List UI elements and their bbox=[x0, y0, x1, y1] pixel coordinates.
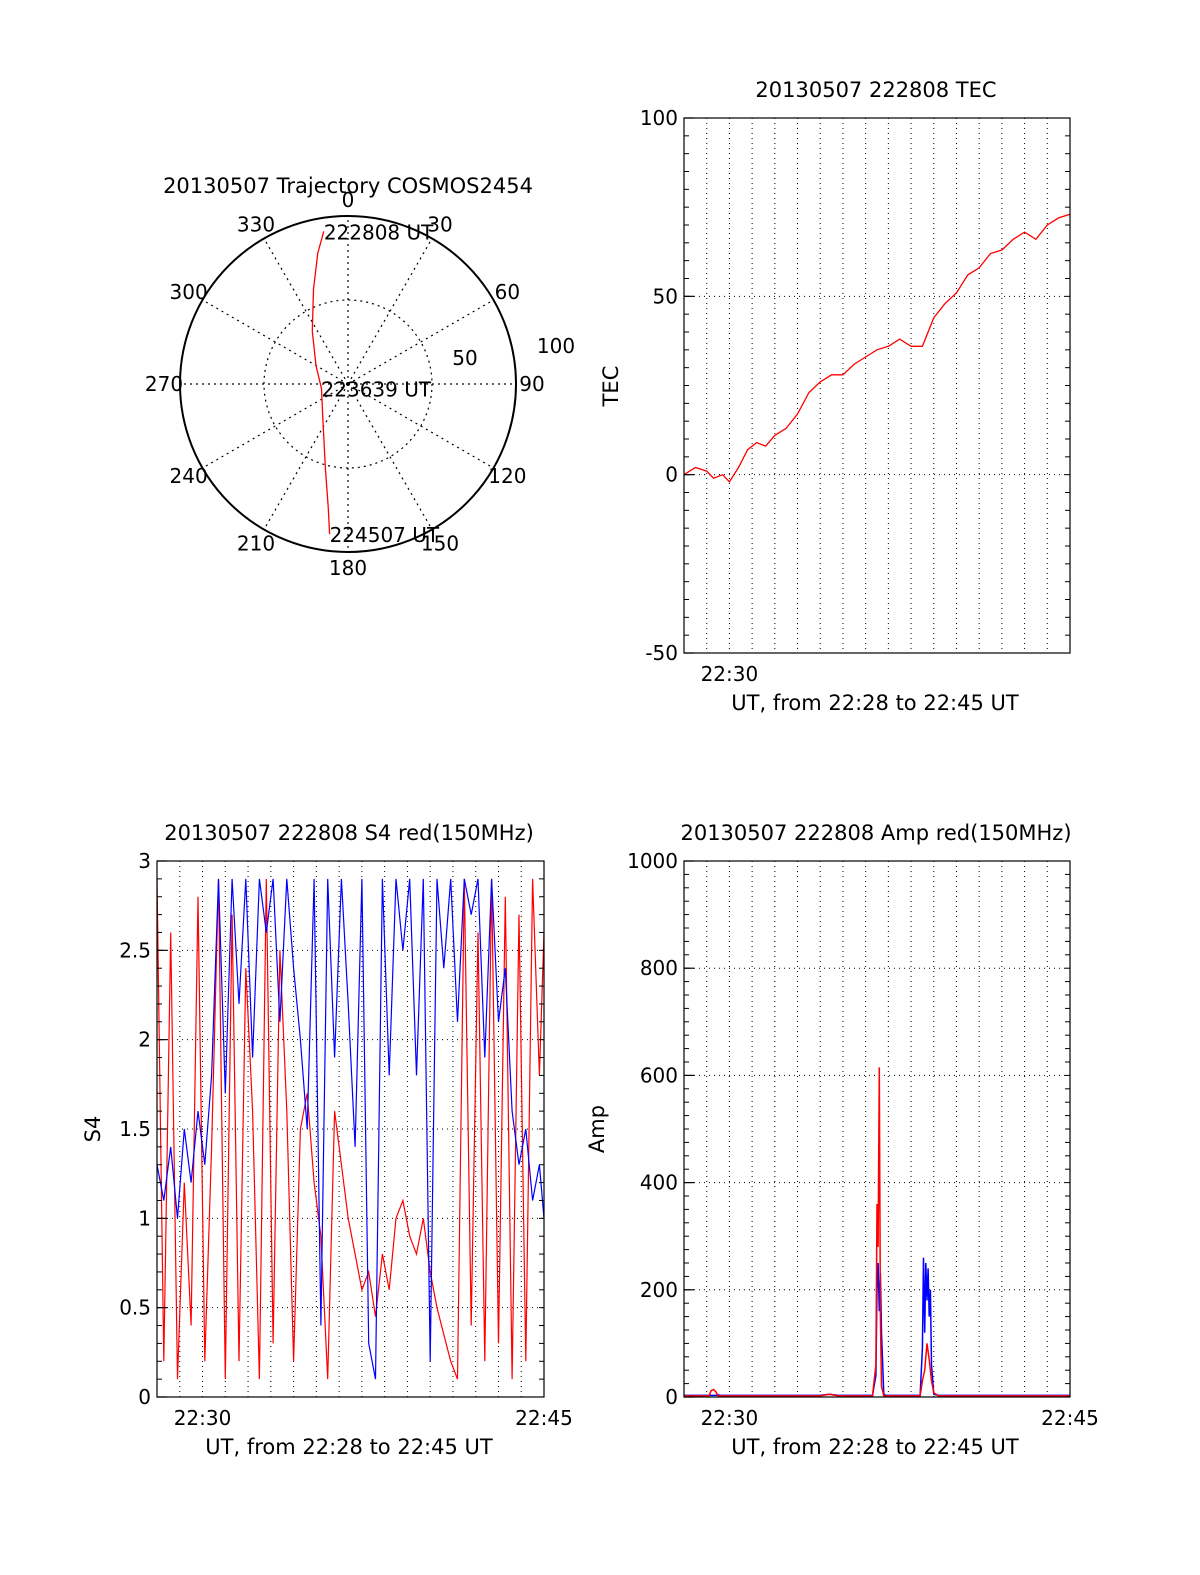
amp-xlabel: UT, from 22:28 to 22:45 UT bbox=[731, 1435, 1019, 1459]
y-tick-label: 2 bbox=[138, 1028, 151, 1052]
amp-axes: 0 200 400 600 800 1000 22:30 22:45 bbox=[627, 849, 1099, 1430]
polar-radial-tick: 100 bbox=[537, 334, 575, 358]
polar-labels: 0 30 60 90 120 150 180 210 240 270 300 330 50 100 2228… bbox=[145, 188, 575, 580]
tec-title: 20130507 222808 TEC bbox=[755, 78, 996, 102]
polar-azimuth-tick: 300 bbox=[170, 280, 208, 304]
polar-title: 20130507 Trajectory COSMOS2454 bbox=[163, 174, 533, 198]
polar-time-annotation: 223639 UT bbox=[322, 378, 432, 402]
s4-title: 20130507 222808 S4 red(150MHz) bbox=[164, 821, 534, 845]
polar-radial-tick: 50 bbox=[452, 346, 477, 370]
polar-outer-circle bbox=[179, 215, 517, 553]
y-tick-label: 0 bbox=[665, 1385, 678, 1409]
polar-azimuth-tick: 240 bbox=[170, 464, 208, 488]
polar-time-annotation: 222808 UT bbox=[324, 220, 434, 244]
polar-azimuth-tick: 180 bbox=[329, 556, 367, 580]
polar-time-annotation: 224507 UT bbox=[330, 523, 440, 547]
series-line-1 bbox=[157, 878, 544, 1380]
s4-series bbox=[157, 878, 544, 1380]
polar-spoke bbox=[263, 383, 349, 530]
tec-xlabel: UT, from 22:28 to 22:45 UT bbox=[731, 691, 1019, 715]
y-tick-label: 0 bbox=[138, 1385, 151, 1409]
y-tick-label: 3 bbox=[138, 849, 151, 873]
tec-series bbox=[684, 213, 1070, 483]
s4-ylabel: S4 bbox=[81, 1116, 105, 1143]
polar-series bbox=[311, 231, 331, 535]
polar-spoke bbox=[347, 383, 433, 530]
y-tick-label: 50 bbox=[653, 284, 678, 308]
x-tick-label: 22:45 bbox=[1041, 1406, 1099, 1430]
tec-panel: 20130507 222808 TEC -50 0 50 100 22:30 UT, f… bbox=[599, 78, 1071, 715]
y-tick-label: 0.5 bbox=[119, 1296, 151, 1320]
y-tick-label: 400 bbox=[640, 1171, 678, 1195]
y-tick-label: -50 bbox=[645, 641, 678, 665]
series-line-0 bbox=[684, 213, 1070, 483]
y-tick-label: 200 bbox=[640, 1278, 678, 1302]
polar-azimuth-tick: 30 bbox=[427, 213, 452, 237]
y-tick-label: 800 bbox=[640, 956, 678, 980]
polar-spoke bbox=[202, 299, 349, 385]
polar-trajectory-line bbox=[311, 231, 331, 535]
plot-frame bbox=[683, 117, 1071, 654]
y-tick-label: 1.5 bbox=[119, 1117, 151, 1141]
polar-spoke bbox=[202, 383, 349, 469]
amp-panel: 20130507 222808 Amp red(150MHz) 0 200 400 6… bbox=[585, 821, 1099, 1459]
y-tick-label: 100 bbox=[640, 106, 678, 130]
x-tick-label: 22:45 bbox=[515, 1406, 573, 1430]
amp-ylabel: Amp bbox=[585, 1105, 609, 1153]
polar-spoke bbox=[263, 238, 349, 385]
polar-azimuth-tick: 270 bbox=[145, 372, 183, 396]
y-tick-label: 1 bbox=[138, 1206, 151, 1230]
series-line-0 bbox=[157, 878, 544, 1380]
y-tick-label: 0 bbox=[665, 463, 678, 487]
s4-axes: 0 0.5 1 1.5 2 2.5 3 22:30 22:45 bbox=[119, 849, 573, 1430]
x-tick-label: 22:30 bbox=[701, 1406, 759, 1430]
amp-series bbox=[684, 1067, 1070, 1397]
s4-xlabel: UT, from 22:28 to 22:45 UT bbox=[205, 1435, 493, 1459]
polar-spoke bbox=[347, 238, 433, 385]
polar-spoke bbox=[347, 299, 494, 385]
polar-azimuth-tick: 60 bbox=[495, 280, 520, 304]
polar-azimuth-tick: 90 bbox=[519, 372, 544, 396]
tec-grid bbox=[684, 117, 1070, 654]
polar-grid bbox=[179, 215, 517, 553]
polar-spoke bbox=[347, 383, 494, 469]
polar-azimuth-tick: 0 bbox=[342, 188, 355, 212]
polar-azimuth-tick: 210 bbox=[237, 531, 275, 555]
polar-azimuth-tick: 150 bbox=[421, 531, 459, 555]
y-tick-label: 600 bbox=[640, 1063, 678, 1087]
polar-azimuth-tick: 330 bbox=[237, 213, 275, 237]
x-tick-label: 22:30 bbox=[701, 662, 759, 686]
tec-ylabel: TEC bbox=[599, 366, 623, 408]
amp-title: 20130507 222808 Amp red(150MHz) bbox=[680, 821, 1071, 845]
polar-trajectory-panel: 20130507 Trajectory COSMOS2454 0 30 60 90 12… bbox=[145, 174, 575, 580]
y-tick-label: 1000 bbox=[627, 849, 678, 873]
polar-azimuth-tick: 120 bbox=[488, 464, 526, 488]
x-tick-label: 22:30 bbox=[174, 1406, 232, 1430]
y-tick-label: 2.5 bbox=[119, 938, 151, 962]
s4-panel: 20130507 222808 S4 red(150MHz) 0 0.5 1 1.5 2… bbox=[81, 821, 573, 1459]
series-line-1 bbox=[684, 1067, 1070, 1397]
tec-axes: -50 0 50 100 22:30 bbox=[640, 106, 1071, 686]
